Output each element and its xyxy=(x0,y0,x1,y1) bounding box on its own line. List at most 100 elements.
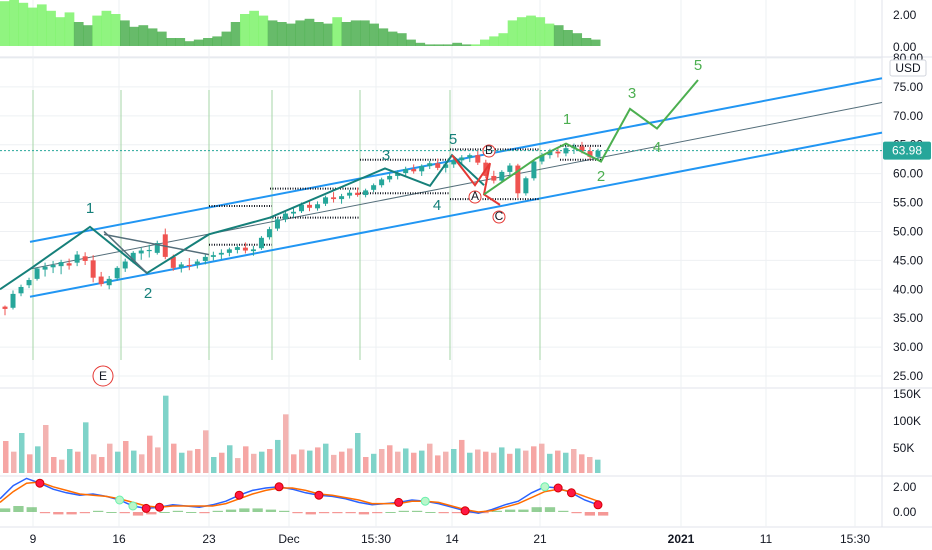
volume-bar xyxy=(419,450,425,473)
macd-histogram-bar xyxy=(66,512,77,515)
candle-body xyxy=(66,263,72,266)
top-indicator-bar xyxy=(175,38,186,46)
candle-body xyxy=(515,165,521,194)
volume-bar xyxy=(139,454,145,473)
volume-bar xyxy=(539,443,545,473)
price-tick-label: 30.00 xyxy=(893,340,923,354)
candle-body xyxy=(339,196,345,200)
volume-tick-label: 150K xyxy=(893,387,921,401)
elliott-wave-label: 1 xyxy=(563,111,571,128)
volume-bar xyxy=(531,446,537,473)
top-indicator-bar xyxy=(203,38,213,46)
price-tick-label: 50.00 xyxy=(893,224,923,238)
top-indicator-bar xyxy=(406,39,416,46)
volume-tick-label: 100K xyxy=(893,414,921,428)
corrective-wave-path xyxy=(451,154,501,206)
volume-bar xyxy=(579,454,585,473)
price-tick-label: 60.00 xyxy=(893,167,923,181)
candle-body xyxy=(467,155,473,158)
elliott-wave-primary xyxy=(0,153,485,291)
candle-body xyxy=(138,250,144,254)
macd-cross-marker xyxy=(460,506,470,516)
time-tick-label: 16 xyxy=(112,532,126,546)
elliott-wave-label: 5 xyxy=(694,57,702,74)
top-indicator-bar xyxy=(46,10,56,47)
last-price-label: 63.98 xyxy=(892,144,922,158)
time-tick-label: 9 xyxy=(30,532,37,546)
price-tick-label: 70.00 xyxy=(893,109,923,123)
volume-bar xyxy=(123,441,129,473)
candle-body xyxy=(395,173,401,176)
candle-body xyxy=(555,151,561,154)
candle-body xyxy=(587,151,593,157)
corrective-wave-label: E xyxy=(99,369,107,383)
top-indicator-bar xyxy=(286,23,296,46)
candle-body xyxy=(419,166,425,172)
macd-cross-marker xyxy=(394,497,404,507)
volume-bar xyxy=(171,443,177,473)
top-indicator-bar xyxy=(230,22,241,46)
volume-bar xyxy=(275,439,281,473)
elliott-wave-label: 1 xyxy=(86,200,94,217)
price-tick-label: 55.00 xyxy=(893,196,923,210)
candle-body xyxy=(523,178,529,194)
top-indicator-bar xyxy=(110,14,121,46)
volume-bar xyxy=(307,450,313,473)
top-indicator-bar xyxy=(323,23,333,46)
candle-body xyxy=(10,293,16,308)
candle-body xyxy=(242,247,248,251)
macd-histogram-bar xyxy=(252,508,263,512)
macd-histogram-bar xyxy=(146,512,157,515)
volume-bar xyxy=(75,451,81,473)
macd-histogram-bar xyxy=(13,506,24,512)
candle-body xyxy=(547,151,553,156)
volume-bar xyxy=(187,450,193,473)
macd-histogram-bar xyxy=(159,512,170,513)
top-indicator-bar xyxy=(544,23,555,46)
wave-projection-line xyxy=(103,233,210,256)
elliott-wave-label: 2 xyxy=(144,285,152,302)
currency-badge xyxy=(889,59,927,77)
volume-bar xyxy=(475,449,481,473)
macd-cross-marker xyxy=(154,502,164,512)
macd-histogram-bar xyxy=(385,512,396,513)
top-indicator-bar xyxy=(193,39,204,46)
top-indicator-bar xyxy=(433,44,444,46)
time-tick-label: Dec xyxy=(278,532,299,546)
volume-bar xyxy=(59,459,65,473)
volume-bar xyxy=(147,435,153,473)
corrective-wave-marker xyxy=(492,210,506,224)
macd-histogram-bar xyxy=(318,512,330,514)
top-indicator-bar xyxy=(249,10,259,47)
macd-tick-label: 0.00 xyxy=(893,505,917,519)
volume-bar xyxy=(251,453,257,473)
top-indicator-bar xyxy=(553,25,564,46)
volume-bar xyxy=(459,439,465,473)
candle-body xyxy=(74,254,80,263)
macd-cross-marker xyxy=(35,478,45,488)
volume-bar xyxy=(203,430,209,473)
volume-bar xyxy=(435,455,441,473)
volume-bar xyxy=(363,457,369,473)
volume-bar xyxy=(195,449,201,473)
volume-bar xyxy=(515,448,521,473)
volume-bar xyxy=(163,395,169,473)
macd-histogram-bar xyxy=(558,510,569,512)
macd-histogram-bar xyxy=(225,509,237,512)
top-indicator-bar xyxy=(83,25,93,46)
macd-histogram-bar xyxy=(199,512,210,514)
candle-body xyxy=(210,255,216,257)
macd-histogram-bar xyxy=(79,512,91,514)
top-indicator-bar xyxy=(166,38,176,46)
elliott-wave-projection xyxy=(483,79,699,196)
candle-body xyxy=(226,249,232,253)
candle-body xyxy=(507,165,513,172)
wave-projection-line xyxy=(103,230,148,274)
candle-body xyxy=(114,267,120,279)
candle-body xyxy=(387,175,393,180)
candle-body xyxy=(26,280,32,286)
candle-body xyxy=(258,237,264,249)
volume-bar xyxy=(387,445,393,473)
price-tick-label: 75.00 xyxy=(893,80,923,94)
